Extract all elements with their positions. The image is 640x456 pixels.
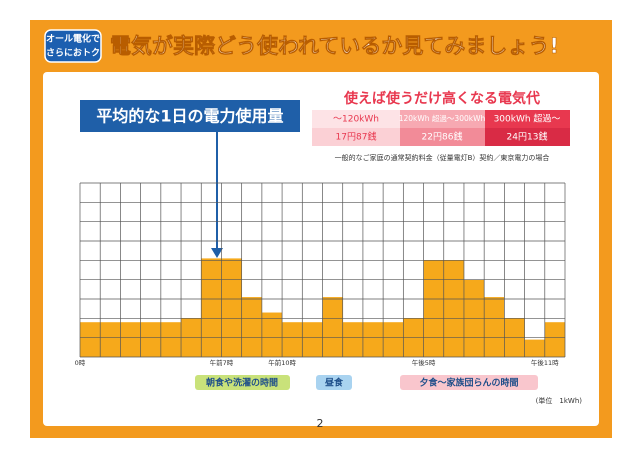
cell-text: ～120kWh bbox=[333, 115, 379, 125]
bar bbox=[383, 322, 404, 357]
cell-text: 120kWh 超過～300kWh bbox=[399, 113, 486, 123]
x-tick-label: 午後5時 bbox=[412, 358, 436, 367]
bar bbox=[484, 297, 505, 357]
bar bbox=[201, 258, 222, 357]
cell bbox=[312, 128, 400, 146]
cell bbox=[312, 110, 400, 128]
bar bbox=[221, 258, 242, 357]
x-tick-label: 午後11時 bbox=[531, 358, 559, 367]
period-label: 昼食 bbox=[325, 377, 344, 389]
cell-text: 24円13銭 bbox=[507, 131, 548, 143]
page-title: 電気が実際どう使われているか見てみましょう! bbox=[110, 34, 559, 58]
plot: 0時 午前7時 午前10時 午後5時 午後11時 bbox=[75, 182, 566, 367]
unit-label: (単位 1kWh) bbox=[536, 396, 583, 405]
period-band bbox=[195, 375, 290, 390]
arrow-head bbox=[211, 248, 223, 258]
cell bbox=[485, 110, 570, 128]
cell-text: 17円87銭 bbox=[336, 131, 377, 143]
bar bbox=[100, 322, 121, 357]
bar bbox=[282, 322, 303, 357]
cell bbox=[485, 128, 570, 146]
chart-title-box bbox=[80, 100, 300, 132]
table-note: 一般的なご家庭の通常契約料金（従量電灯B）契約／東京電力の場合 bbox=[335, 153, 550, 162]
period-label: 朝食や洗濯の時間 bbox=[206, 377, 278, 389]
bar bbox=[140, 322, 161, 357]
bar bbox=[120, 322, 141, 357]
bar bbox=[342, 322, 363, 357]
bar bbox=[80, 322, 101, 357]
x-tick-label: 午前7時 bbox=[210, 358, 234, 367]
period-band bbox=[316, 375, 352, 390]
bar bbox=[241, 297, 262, 357]
bar bbox=[261, 312, 283, 357]
period-band bbox=[400, 375, 538, 390]
x-tick-label: 午前10時 bbox=[268, 358, 296, 367]
badge-text: オール電化で bbox=[46, 33, 100, 45]
bar bbox=[544, 322, 565, 357]
bar bbox=[423, 260, 444, 357]
x-tick-label: 0時 bbox=[75, 359, 86, 367]
cell bbox=[400, 128, 485, 146]
bar bbox=[322, 297, 343, 357]
badge bbox=[44, 29, 102, 63]
page-number: 2 bbox=[317, 417, 324, 430]
badge-text: さらにおトク bbox=[46, 48, 100, 59]
bar bbox=[302, 322, 323, 357]
chart-title: 平均的な1日の電力使用量 bbox=[96, 107, 283, 126]
bar bbox=[362, 322, 384, 357]
bar bbox=[160, 322, 182, 357]
table-title: 使えば使うだけ高くなる電気代 bbox=[343, 90, 540, 107]
cell-text: 300kWh 超過～ bbox=[494, 113, 561, 125]
bar bbox=[443, 260, 464, 357]
cell-text: 22円86銭 bbox=[422, 131, 463, 143]
bar bbox=[524, 339, 545, 357]
period-label: 夕食～家族団らんの時間 bbox=[419, 377, 518, 389]
cell bbox=[400, 110, 485, 128]
